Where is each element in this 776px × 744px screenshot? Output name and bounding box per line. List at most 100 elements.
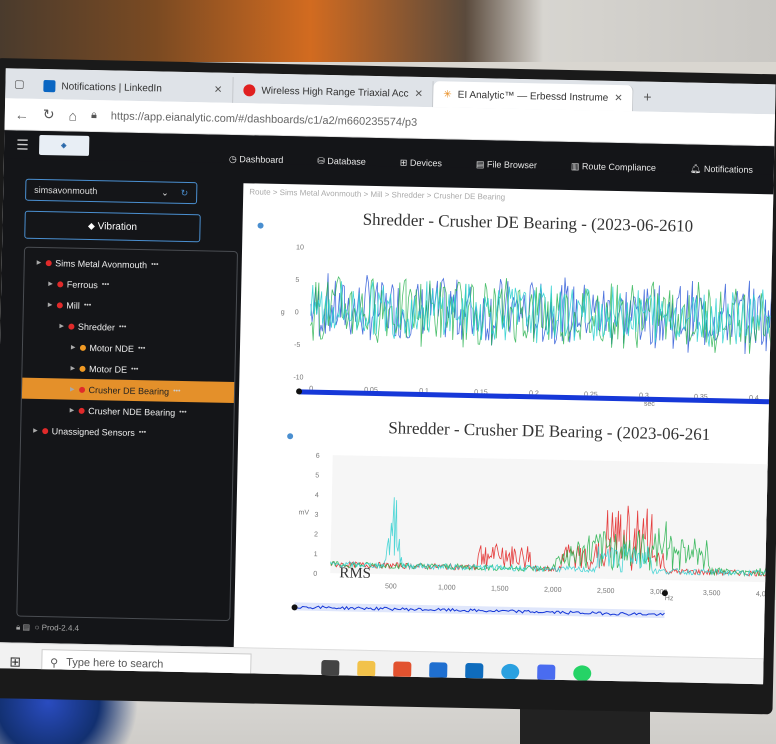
more-icon[interactable]: ••• xyxy=(101,281,110,289)
y-axis-label: mV xyxy=(298,509,309,516)
nav-devices[interactable]: ⊞ Devices xyxy=(399,156,443,168)
folder-icon[interactable] xyxy=(356,660,376,678)
screen: ▢ Notifications | LinkedIn ✕ Wireless Hig… xyxy=(0,68,776,685)
x-tick-label: 3,000 xyxy=(650,589,668,596)
y-tick-label: 6 xyxy=(316,453,320,460)
tree-item-label: Motor NDE xyxy=(89,342,135,354)
x-tick-label: 0.35 xyxy=(694,394,708,401)
vibration-icon: ⬥ xyxy=(87,220,98,232)
chart-settings-icon xyxy=(287,433,294,440)
y-tick-label: -5 xyxy=(294,342,300,349)
x-tick-label: 2,500 xyxy=(597,588,615,595)
x-tick-label: 0.05 xyxy=(364,387,378,394)
y-tick-label: 4 xyxy=(315,492,319,499)
task-view-icon[interactable] xyxy=(320,659,340,677)
status-dot xyxy=(45,259,52,266)
url-field[interactable]: https://app.eianalytic.com/#/dashboards/… xyxy=(110,109,418,129)
mail-icon[interactable] xyxy=(428,662,448,679)
tab-label: Notifications | LinkedIn xyxy=(61,80,162,94)
more-icon[interactable]: ••• xyxy=(83,301,92,310)
y-axis-label: g xyxy=(281,309,285,316)
nav-label: Dashboard xyxy=(239,153,284,165)
x-axis-label: Hz xyxy=(665,595,674,602)
tree-item-label: Sims Metal Avonmouth xyxy=(55,257,148,270)
x-tick-label: 0.25 xyxy=(584,391,598,398)
waveform-series-line xyxy=(310,275,776,354)
more-icon[interactable]: ••• xyxy=(173,387,181,395)
vibration-button[interactable]: ⬥ Vibration xyxy=(24,210,201,243)
more-icon[interactable]: ••• xyxy=(137,345,146,353)
chart-settings-icon xyxy=(257,222,264,229)
site-select-value: simsavonmouth xyxy=(34,184,98,197)
expand-icon[interactable]: ▸ xyxy=(48,278,53,289)
more-icon[interactable]: ••• xyxy=(138,429,147,437)
tree-item-label: Crusher DE Bearing xyxy=(88,384,170,397)
status-dot xyxy=(78,386,85,393)
x-tick-label: 0.1 xyxy=(419,388,429,395)
site-select[interactable]: simsavonmouth ⌄ ↻ xyxy=(25,178,198,205)
expand-icon[interactable]: ▸ xyxy=(33,424,38,435)
refresh-icon[interactable]: ↻ xyxy=(180,187,189,198)
taskbar-search[interactable]: ⚲ Type here to search xyxy=(40,649,252,680)
nav-database[interactable]: ⛁ Database xyxy=(317,155,366,167)
more-icon[interactable]: ••• xyxy=(130,365,139,374)
rms-label: RMS xyxy=(339,565,372,582)
y-tick-label: 0 xyxy=(295,309,299,316)
close-icon[interactable]: ✕ xyxy=(614,92,623,104)
sidebar-footer: 🔒︎ ▤ ○ Prod-2.4.4 xyxy=(16,623,226,637)
zoom-icon[interactable] xyxy=(536,664,556,681)
back-icon[interactable]: ← xyxy=(14,105,29,123)
x-tick-label: 500 xyxy=(385,583,397,590)
expand-icon[interactable]: ▸ xyxy=(59,320,65,331)
menu-icon[interactable]: ☰ xyxy=(16,135,29,153)
nav-dashboard[interactable]: ◷ Dashboard xyxy=(228,153,284,165)
x-tick-label: 1,500 xyxy=(491,585,509,592)
close-icon[interactable]: ✕ xyxy=(414,88,424,100)
reload-icon[interactable]: ↻ xyxy=(42,105,55,123)
main-content: Route > Sims Metal Avonmouth > Mill > Sh… xyxy=(233,183,776,685)
close-icon[interactable]: ✕ xyxy=(213,84,223,96)
whatsapp-icon[interactable] xyxy=(572,665,592,682)
edge-icon[interactable] xyxy=(500,663,520,681)
tab-actions-icon[interactable]: ▢ xyxy=(14,77,25,91)
expand-icon[interactable]: ▸ xyxy=(69,383,75,394)
monitor: ▢ Notifications | LinkedIn ✕ Wireless Hig… xyxy=(0,58,776,715)
expand-icon[interactable]: ▸ xyxy=(70,341,76,352)
lock-icon[interactable]: 🔒︎ xyxy=(15,622,21,632)
outlook-icon[interactable] xyxy=(464,662,484,680)
range-handle-left xyxy=(291,604,298,611)
tree-item-label: Crusher NDE Bearing xyxy=(88,405,176,418)
nav-label: Route Compliance xyxy=(581,160,657,173)
new-tab-icon[interactable]: + xyxy=(643,88,652,105)
expand-icon[interactable]: ▸ xyxy=(69,404,75,415)
expand-icon[interactable]: ▸ xyxy=(70,362,76,373)
tree-item-label: Motor DE xyxy=(88,363,128,375)
x-tick-label: 0.2 xyxy=(529,390,539,397)
more-icon[interactable]: ••• xyxy=(179,408,187,417)
nav-file-browser[interactable]: ▤ File Browser xyxy=(475,158,538,170)
tree-item[interactable]: ▸ Unassigned Sensors ••• xyxy=(21,420,233,445)
nav-notifications[interactable]: 🔔︎ Notifications xyxy=(689,163,754,175)
expand-icon[interactable]: ▸ xyxy=(47,299,53,310)
taskbar-apps xyxy=(320,659,592,682)
y-tick-label: 0 xyxy=(313,571,317,578)
record-icon xyxy=(243,84,256,97)
nav-route-compliance[interactable]: ▥ Route Compliance xyxy=(570,160,657,173)
search-icon: ⚲ xyxy=(49,656,59,669)
tree-item-label: Shredder xyxy=(77,321,116,333)
expand-icon[interactable]: ▸ xyxy=(36,256,42,267)
more-icon[interactable]: ••• xyxy=(118,323,127,331)
breadcrumb: Route > Sims Metal Avonmouth > Mill > Sh… xyxy=(249,187,506,202)
tree-item-label: Unassigned Sensors xyxy=(51,425,135,438)
windows-icon[interactable]: ⊞ xyxy=(9,652,22,670)
background-shelf xyxy=(0,0,776,62)
home-icon[interactable]: ⌂ xyxy=(68,107,78,124)
tree-item-label: Ferrous xyxy=(66,279,98,290)
store-icon[interactable] xyxy=(392,661,412,678)
logo: ◈ xyxy=(38,134,89,156)
more-icon[interactable]: ••• xyxy=(151,261,159,269)
tree-icon[interactable]: ▤ xyxy=(22,622,31,632)
asset-tree: ▸ Sims Metal Avonmouth ••• ▸ Ferrous ••• ▸ Mill… xyxy=(16,246,239,622)
waveform-series-line xyxy=(310,273,776,354)
